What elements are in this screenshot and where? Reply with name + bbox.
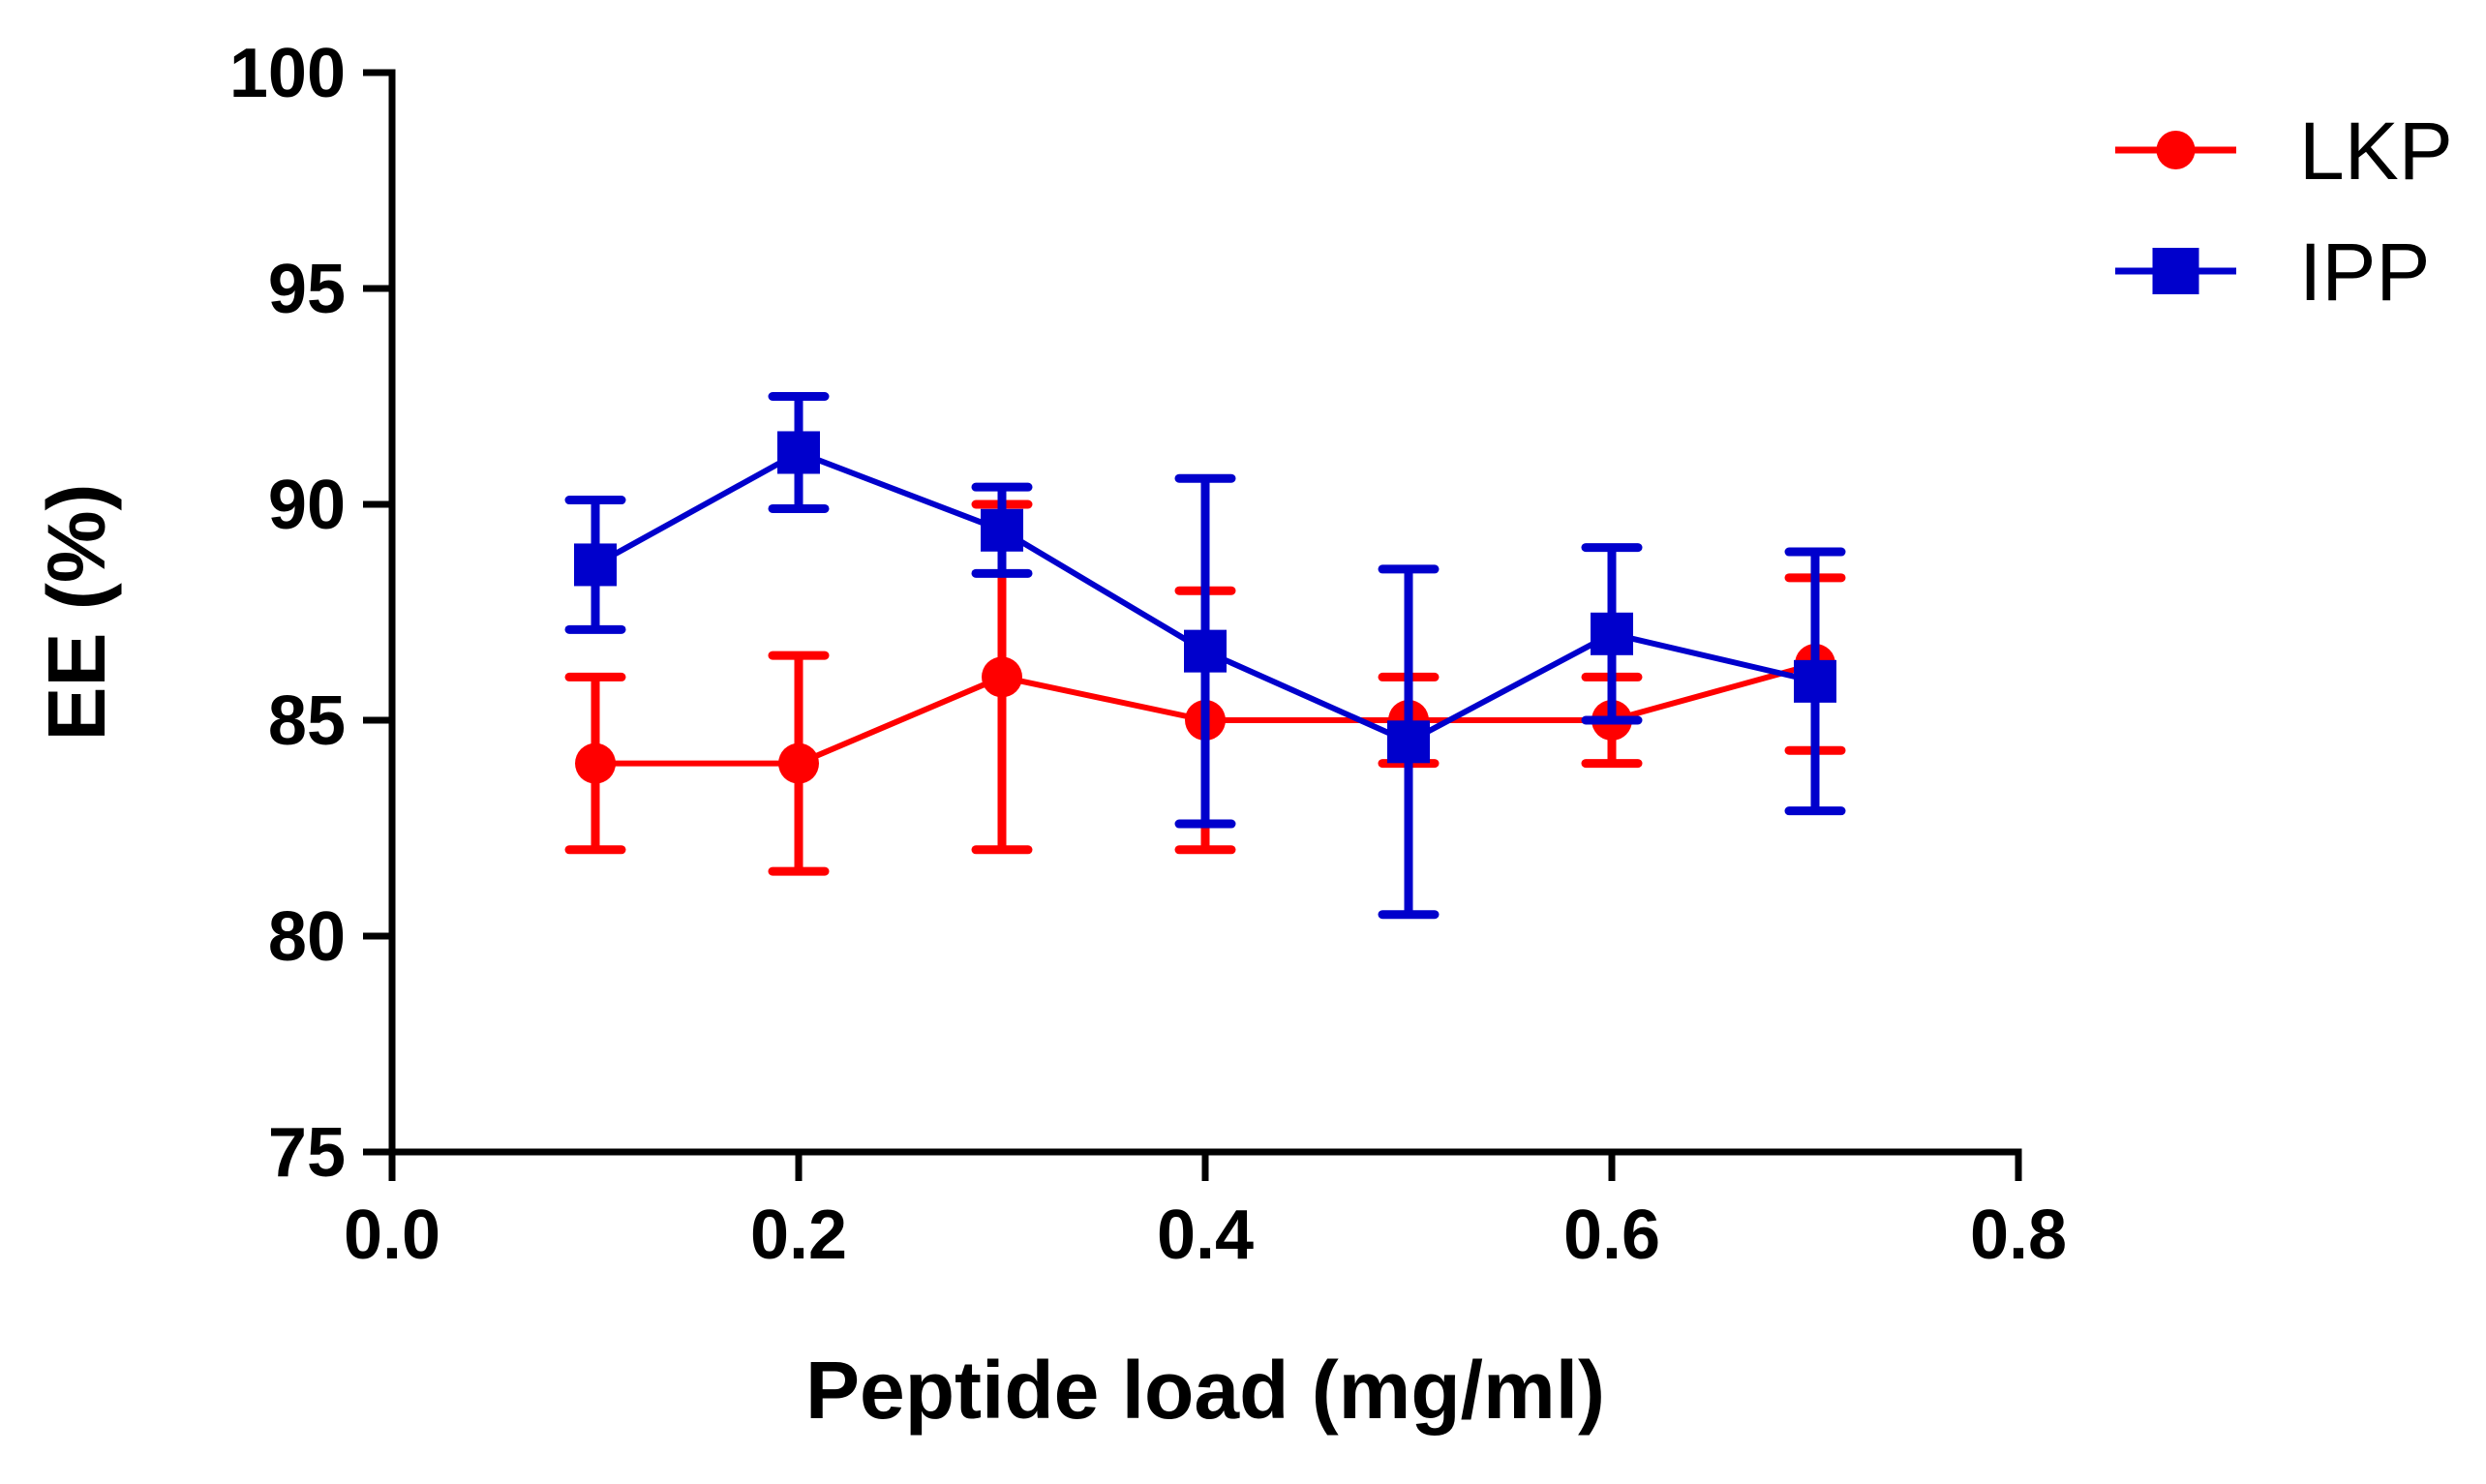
y-tick-label: 85 xyxy=(268,682,346,760)
x-tick-label: 0.2 xyxy=(750,1196,847,1274)
x-axis-title: Peptide load (mg/ml) xyxy=(805,1345,1605,1436)
data-point-lkp xyxy=(778,742,819,784)
y-axis-title: EE (%) xyxy=(31,483,122,741)
legend-marker-lkp xyxy=(2156,131,2196,169)
data-point-ipp xyxy=(574,543,617,587)
x-tick-label: 0.0 xyxy=(344,1196,440,1274)
x-tick-label: 0.8 xyxy=(1970,1196,2067,1274)
legend: LKP IPP xyxy=(2115,106,2453,318)
data-point-ipp xyxy=(981,508,1023,552)
ticks-layer: 75 80 85 90 95 100 0.0 0.2 0.4 0.6 0.8 xyxy=(229,35,2067,1274)
data-point-ipp xyxy=(1184,629,1227,673)
legend-item-lkp: LKP xyxy=(2115,106,2453,197)
data-point-ipp xyxy=(1387,720,1430,764)
series-layer xyxy=(564,392,1846,920)
y-tick-label: 95 xyxy=(268,251,346,328)
data-point-lkp xyxy=(575,742,616,784)
data-point-lkp xyxy=(982,656,1022,698)
data-point-ipp xyxy=(1794,659,1836,703)
legend-label-ipp: IPP xyxy=(2299,227,2430,318)
y-tick-label: 100 xyxy=(229,35,346,112)
legend-item-ipp: IPP xyxy=(2115,227,2430,318)
legend-label-lkp: LKP xyxy=(2299,106,2453,197)
y-tick-label: 75 xyxy=(268,1114,346,1192)
data-point-ipp xyxy=(777,431,820,474)
x-tick-label: 0.6 xyxy=(1563,1196,1660,1274)
data-point-ipp xyxy=(1591,612,1633,655)
series-ipp xyxy=(564,392,1846,920)
y-tick-label: 90 xyxy=(268,467,346,544)
y-tick-label: 80 xyxy=(268,898,346,976)
x-tick-label: 0.4 xyxy=(1157,1196,1254,1274)
legend-marker-ipp xyxy=(2152,248,2199,294)
